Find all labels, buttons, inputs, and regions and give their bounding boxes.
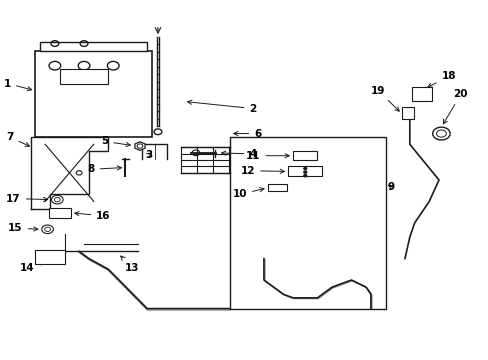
FancyBboxPatch shape <box>292 152 317 160</box>
Circle shape <box>303 167 306 170</box>
FancyBboxPatch shape <box>35 249 64 264</box>
Text: 1: 1 <box>4 78 32 91</box>
FancyBboxPatch shape <box>229 137 385 309</box>
FancyBboxPatch shape <box>401 107 413 119</box>
FancyBboxPatch shape <box>411 87 431 102</box>
Text: 15: 15 <box>8 223 38 233</box>
FancyBboxPatch shape <box>35 51 152 137</box>
FancyBboxPatch shape <box>60 69 108 84</box>
FancyBboxPatch shape <box>267 184 287 192</box>
Text: 17: 17 <box>6 194 47 203</box>
Text: 18: 18 <box>427 71 455 87</box>
Text: 6: 6 <box>233 129 261 139</box>
Text: 5: 5 <box>101 136 130 147</box>
Text: 9: 9 <box>387 182 394 192</box>
FancyBboxPatch shape <box>49 207 71 217</box>
Text: 3: 3 <box>144 150 152 160</box>
Text: 19: 19 <box>370 86 399 111</box>
FancyBboxPatch shape <box>40 42 147 51</box>
Text: 7: 7 <box>6 132 29 147</box>
Text: 14: 14 <box>20 261 44 273</box>
Text: 10: 10 <box>232 188 264 199</box>
Text: 11: 11 <box>245 151 289 161</box>
Circle shape <box>303 175 306 177</box>
Text: 16: 16 <box>75 211 110 221</box>
Text: 8: 8 <box>87 164 122 174</box>
FancyBboxPatch shape <box>287 166 322 176</box>
Text: 2: 2 <box>187 100 256 113</box>
Text: 13: 13 <box>121 256 139 273</box>
Circle shape <box>303 171 306 173</box>
Text: 12: 12 <box>240 166 284 176</box>
Text: 4: 4 <box>221 149 256 159</box>
Text: 20: 20 <box>443 89 467 124</box>
